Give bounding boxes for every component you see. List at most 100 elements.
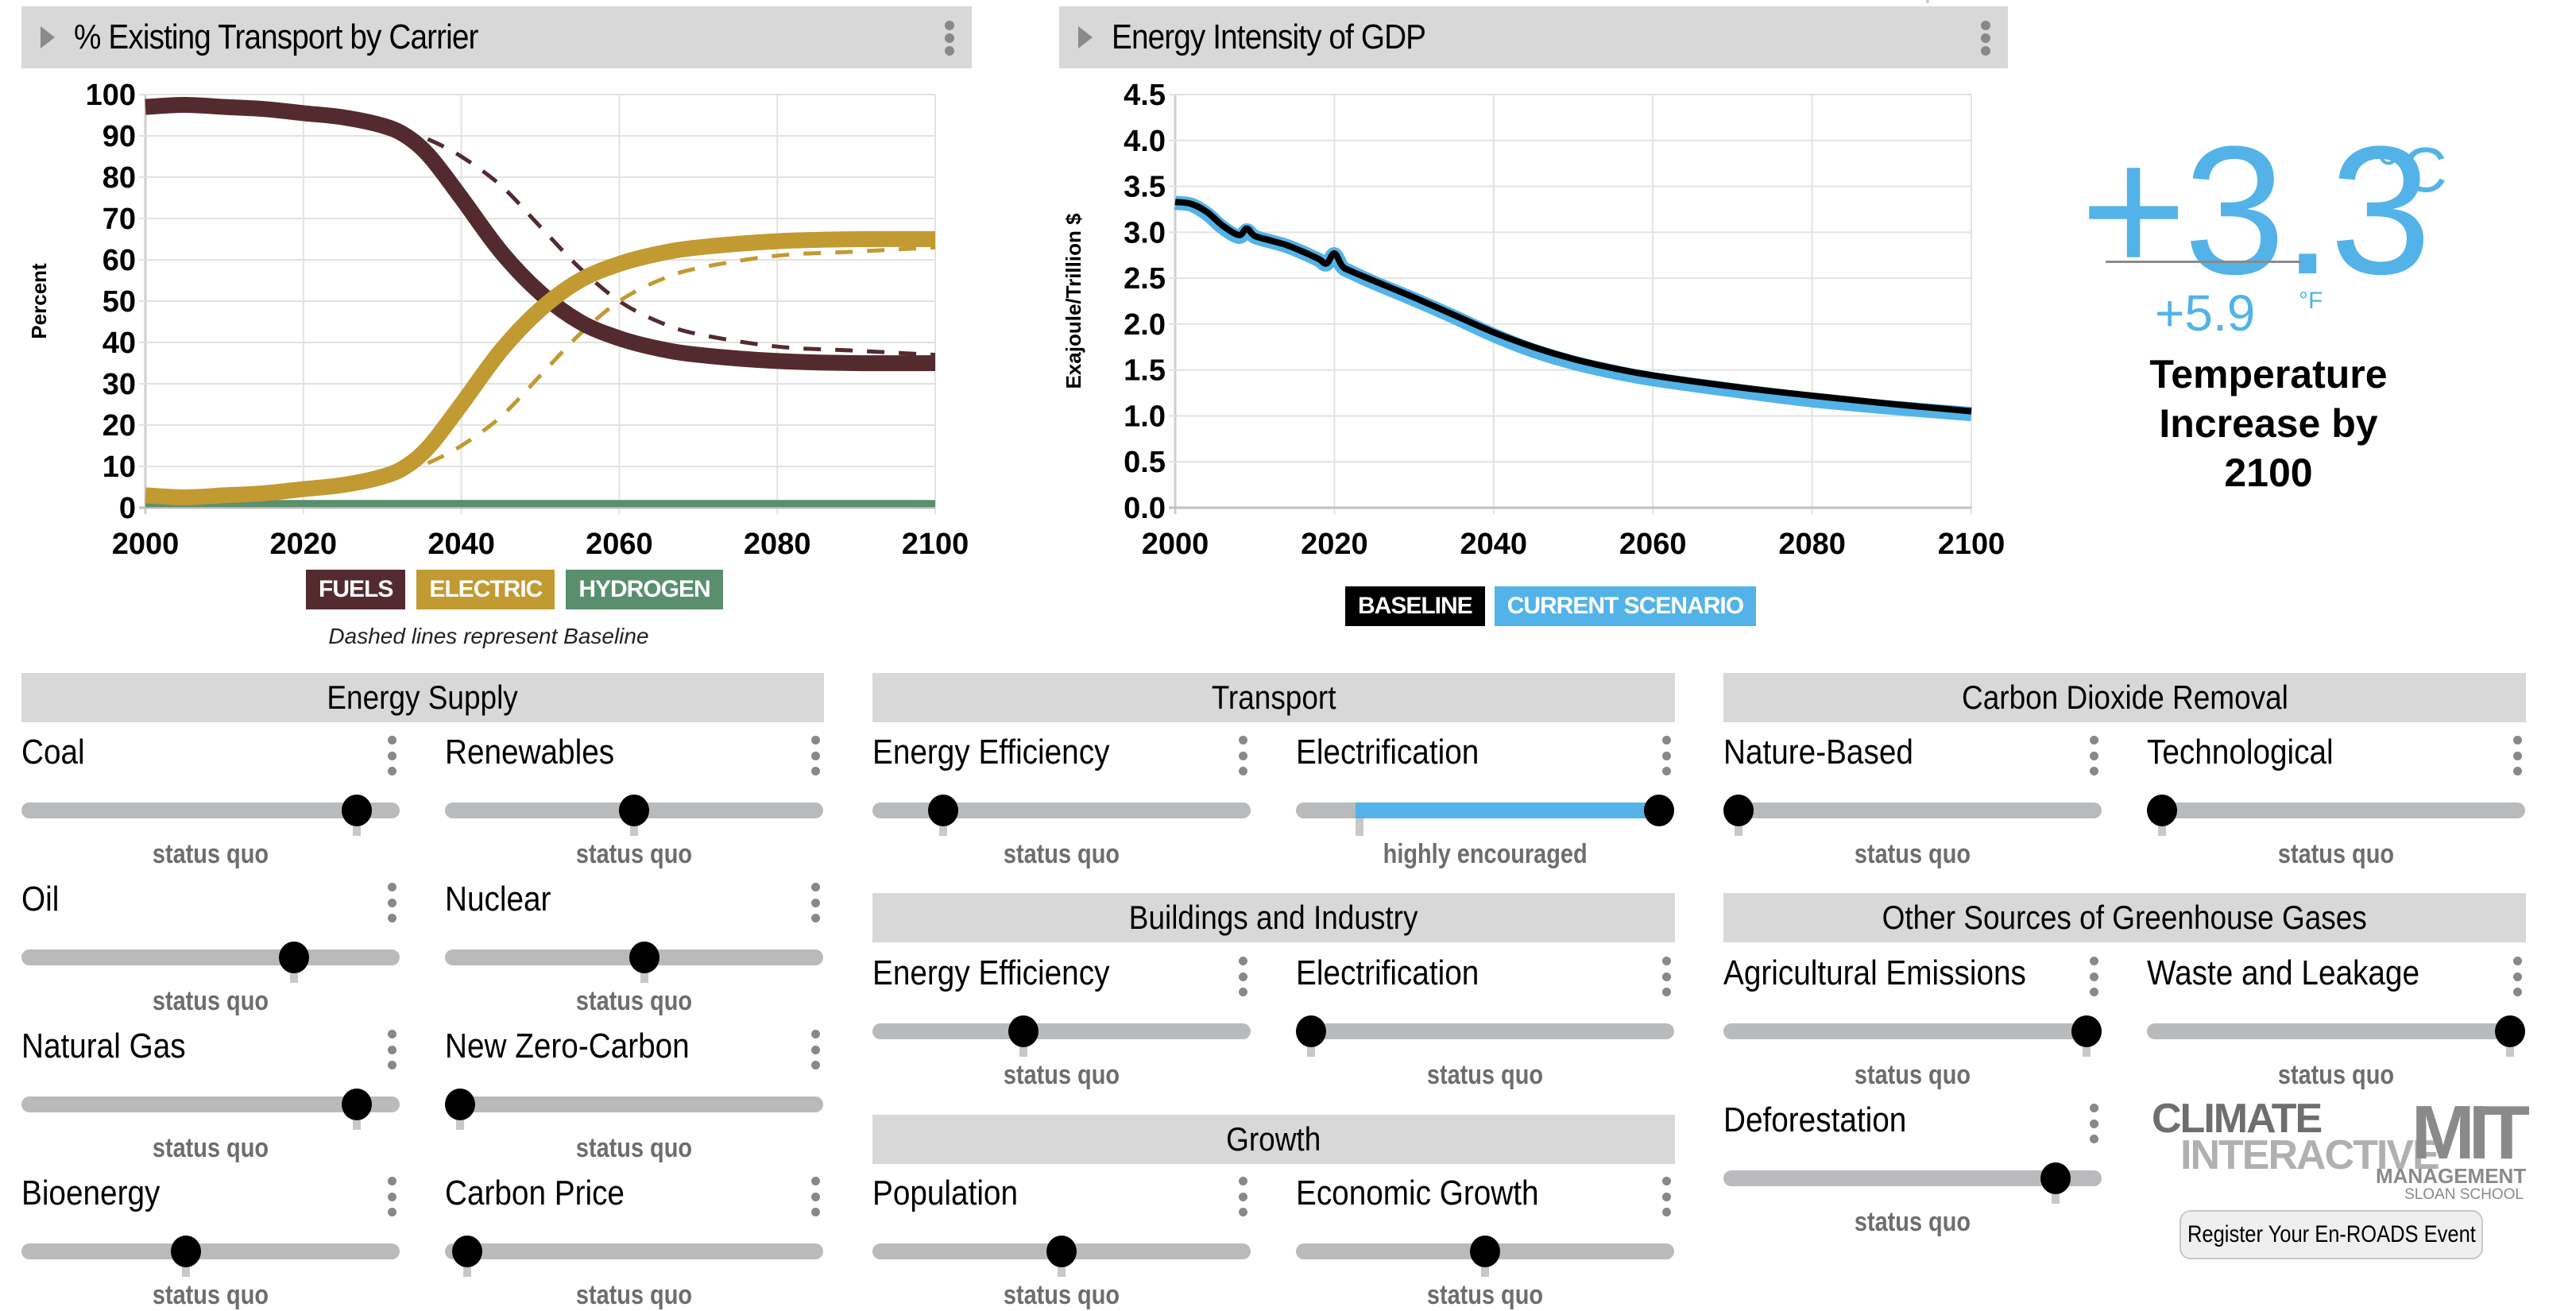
slider-new-zero-carbon[interactable]: New Zero-Carbon status quo bbox=[445, 1027, 823, 1163]
more-options-icon[interactable] bbox=[1238, 736, 1247, 775]
slider-track[interactable] bbox=[1296, 1023, 1674, 1039]
more-options-icon[interactable] bbox=[1238, 1177, 1247, 1216]
more-options-icon[interactable] bbox=[1981, 21, 1990, 56]
register-button[interactable]: Register Your En-ROADS Event bbox=[2180, 1210, 2483, 1259]
more-options-icon[interactable] bbox=[387, 1030, 396, 1069]
slider-energy-efficiency[interactable]: Energy Efficiency status quo bbox=[872, 953, 1251, 1090]
legend-baseline[interactable]: BASELINE bbox=[1345, 586, 1485, 626]
status-quo-marker bbox=[462, 1259, 471, 1277]
slider-thumb[interactable] bbox=[1296, 1015, 1326, 1047]
slider-economic-growth[interactable]: Economic Growth status quo bbox=[1296, 1174, 1674, 1310]
slider-thumb[interactable] bbox=[341, 795, 372, 826]
slider-status: status quo bbox=[152, 1280, 269, 1310]
slider-thumb[interactable] bbox=[341, 1089, 372, 1120]
slider-thumb[interactable] bbox=[2147, 795, 2177, 826]
slider-renewables[interactable]: Renewables status quo bbox=[445, 733, 823, 869]
more-options-icon[interactable] bbox=[945, 21, 954, 56]
slider-thumb[interactable] bbox=[928, 795, 959, 826]
slider-track[interactable] bbox=[2147, 802, 2525, 818]
slider-bioenergy[interactable]: Bioenergy status quo bbox=[21, 1174, 400, 1310]
slider-electrification[interactable]: Electrification status quo bbox=[1296, 953, 1674, 1090]
x-tick-label: 2040 bbox=[1460, 528, 1528, 561]
y-axis-label: Exajoule/Trillion $ bbox=[1062, 213, 1085, 389]
slider-track[interactable] bbox=[21, 1096, 400, 1112]
more-options-icon[interactable] bbox=[387, 1177, 396, 1216]
slider-nature-based[interactable]: Nature-Based status quo bbox=[1723, 733, 2102, 869]
slider-thumb[interactable] bbox=[2071, 1015, 2102, 1047]
more-options-icon[interactable] bbox=[1661, 736, 1671, 775]
expand-triangle-icon[interactable] bbox=[1078, 26, 1093, 48]
status-quo-marker bbox=[1356, 818, 1364, 836]
slider-thumb[interactable] bbox=[1046, 1236, 1077, 1267]
more-options-icon[interactable] bbox=[1238, 957, 1247, 996]
slider-track[interactable] bbox=[1723, 1170, 2102, 1186]
expand-triangle-icon[interactable] bbox=[41, 26, 55, 48]
transport-legend: FUELS ELECTRIC HYDROGEN bbox=[306, 570, 723, 609]
slider-track[interactable] bbox=[1723, 1023, 2102, 1039]
legend-current-scenario[interactable]: CURRENT SCENARIO bbox=[1494, 586, 1757, 626]
slider-thumb[interactable] bbox=[1723, 795, 1754, 826]
more-options-icon[interactable] bbox=[2089, 736, 2098, 775]
slider-carbon-price[interactable]: Carbon Price status quo bbox=[445, 1174, 823, 1310]
slider-status: status quo bbox=[152, 1133, 269, 1163]
legend-fuels[interactable]: FUELS bbox=[306, 570, 406, 609]
slider-energy-efficiency[interactable]: Energy Efficiency status quo bbox=[872, 733, 1251, 869]
slider-thumb[interactable] bbox=[619, 795, 649, 826]
series-line-electric bbox=[145, 230, 936, 505]
slider-waste-and-leakage[interactable]: Waste and Leakage status quo bbox=[2147, 953, 2525, 1090]
register-event-button[interactable] bbox=[1926, 0, 1929, 3]
x-tick-label: 2100 bbox=[902, 528, 969, 561]
more-options-icon[interactable] bbox=[2089, 957, 2098, 996]
slider-track[interactable] bbox=[2147, 1023, 2525, 1039]
slider-population[interactable]: Population status quo bbox=[872, 1174, 1251, 1310]
more-options-icon[interactable] bbox=[2512, 957, 2522, 996]
slider-coal[interactable]: Coal status quo bbox=[21, 733, 400, 869]
more-options-icon[interactable] bbox=[810, 736, 820, 775]
more-options-icon[interactable] bbox=[387, 883, 396, 922]
more-options-icon[interactable] bbox=[2512, 736, 2522, 775]
slider-track[interactable] bbox=[1723, 802, 2102, 818]
more-options-icon[interactable] bbox=[810, 1177, 820, 1216]
slider-thumb[interactable] bbox=[279, 942, 310, 973]
slider-thumb[interactable] bbox=[1644, 795, 1674, 826]
slider-technological[interactable]: Technological status quo bbox=[2147, 733, 2525, 869]
transport-chart-header[interactable]: % Existing Transport by Carrier bbox=[21, 6, 972, 68]
slider-track[interactable] bbox=[21, 802, 400, 818]
slider-natural-gas[interactable]: Natural Gas status quo bbox=[21, 1027, 400, 1163]
slider-thumb[interactable] bbox=[629, 942, 660, 973]
slider-agricultural-emissions[interactable]: Agricultural Emissions status quo bbox=[1723, 953, 2102, 1090]
legend-electric[interactable]: ELECTRIC bbox=[416, 570, 555, 609]
y-tick-label: 3.0 bbox=[1124, 216, 1166, 249]
legend-hydrogen[interactable]: HYDROGEN bbox=[566, 570, 723, 609]
slider-deforestation[interactable]: Deforestation status quo bbox=[1723, 1100, 2102, 1237]
mit-sloan-logo[interactable]: MIT MANAGEMENT SLOAN SCHOOL bbox=[2376, 1090, 2530, 1204]
slider-thumb[interactable] bbox=[2495, 1015, 2525, 1047]
gdp-chart-header[interactable]: Energy Intensity of GDP bbox=[1059, 6, 2008, 68]
slider-label: Technological bbox=[2147, 733, 2334, 772]
slider-track[interactable] bbox=[21, 1243, 400, 1259]
slider-thumb[interactable] bbox=[451, 1236, 482, 1267]
slider-thumb[interactable] bbox=[445, 1089, 475, 1120]
more-options-icon[interactable] bbox=[810, 883, 820, 922]
more-options-icon[interactable] bbox=[1661, 957, 1671, 996]
slider-track[interactable] bbox=[445, 1096, 823, 1112]
climate-interactive-logo[interactable]: CLIMATE INTERACTIVE bbox=[2152, 1096, 2440, 1178]
x-tick-label: 2040 bbox=[427, 528, 495, 561]
more-options-icon[interactable] bbox=[2089, 1104, 2098, 1143]
slider-thumb[interactable] bbox=[171, 1236, 202, 1267]
slider-track[interactable] bbox=[445, 1243, 823, 1259]
more-options-icon[interactable] bbox=[810, 1030, 820, 1069]
slider-track[interactable] bbox=[872, 802, 1251, 818]
y-tick-label: 50 bbox=[102, 285, 136, 319]
slider-nuclear[interactable]: Nuclear status quo bbox=[445, 880, 823, 1016]
slider-oil[interactable]: Oil status quo bbox=[21, 880, 400, 1016]
slider-electrification[interactable]: Electrification highly encouraged bbox=[1296, 733, 1674, 869]
y-tick-label: 4.0 bbox=[1124, 125, 1166, 158]
slider-thumb[interactable] bbox=[1470, 1236, 1500, 1267]
more-options-icon[interactable] bbox=[387, 736, 396, 775]
slider-track[interactable] bbox=[872, 1023, 1251, 1039]
slider-thumb[interactable] bbox=[1008, 1015, 1039, 1047]
slider-thumb[interactable] bbox=[2040, 1162, 2071, 1194]
more-options-icon[interactable] bbox=[1661, 1177, 1671, 1216]
slider-track[interactable] bbox=[21, 949, 400, 965]
